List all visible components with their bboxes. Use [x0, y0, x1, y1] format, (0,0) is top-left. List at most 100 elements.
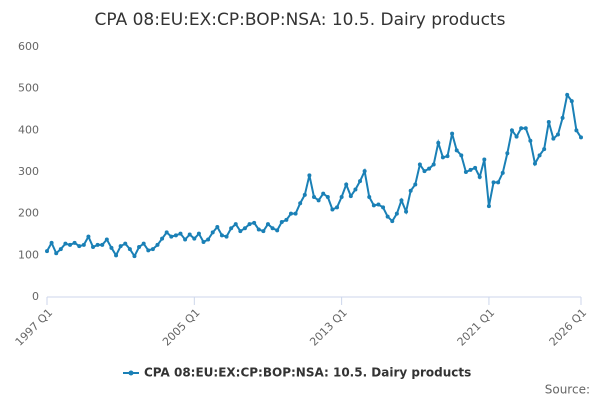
point	[413, 182, 418, 187]
point	[496, 180, 501, 185]
point	[81, 242, 86, 247]
point	[187, 232, 192, 237]
point	[118, 244, 123, 249]
point	[491, 180, 496, 185]
y-tick-label: 100	[18, 248, 39, 261]
point	[224, 234, 229, 239]
point	[381, 205, 386, 210]
point	[123, 241, 128, 246]
point	[45, 249, 49, 254]
point	[325, 195, 330, 199]
point	[72, 240, 77, 245]
y-tick-label: 300	[18, 165, 39, 178]
x-tick-label: 2013 Q1	[307, 306, 350, 349]
point	[371, 203, 376, 208]
point	[132, 254, 137, 259]
point	[160, 236, 165, 241]
y-tick-label: 500	[18, 82, 39, 95]
point	[288, 211, 293, 216]
y-tick-label: 200	[18, 207, 39, 220]
point	[542, 147, 547, 152]
point	[473, 165, 478, 170]
point	[279, 220, 284, 224]
point	[173, 233, 178, 238]
point	[404, 209, 409, 214]
point	[555, 132, 560, 137]
point	[330, 207, 335, 212]
point	[445, 154, 450, 159]
point	[477, 175, 482, 179]
point	[169, 234, 174, 239]
point	[385, 214, 390, 219]
point	[353, 187, 358, 192]
point	[509, 128, 514, 133]
point	[358, 179, 363, 184]
point	[127, 247, 132, 252]
point	[114, 253, 119, 258]
point	[196, 231, 201, 236]
point	[574, 128, 579, 133]
point	[150, 247, 155, 252]
point	[219, 233, 224, 238]
point	[431, 162, 436, 167]
point	[242, 226, 247, 231]
point	[528, 138, 533, 143]
point	[399, 198, 404, 203]
point	[178, 231, 183, 236]
point	[523, 126, 528, 131]
point	[49, 240, 54, 245]
x-tick-label: 2021 Q1	[455, 306, 498, 349]
point	[390, 219, 395, 224]
point	[206, 237, 211, 242]
point	[77, 244, 82, 249]
point	[316, 198, 321, 203]
point	[450, 131, 455, 136]
point	[468, 167, 473, 172]
point	[270, 226, 275, 231]
point	[344, 182, 349, 187]
point	[335, 205, 340, 210]
point	[367, 195, 372, 199]
point	[500, 170, 505, 175]
point	[298, 201, 303, 206]
point	[579, 135, 583, 140]
point	[284, 217, 289, 222]
point	[427, 166, 432, 171]
legend-label: CPA 08:EU:EX:CP:BOP:NSA: 10.5. Dairy pro…	[144, 366, 471, 380]
point	[275, 228, 280, 233]
point	[192, 236, 197, 241]
x-tick-label: 2026 Q1	[547, 306, 590, 349]
source: Source:	[545, 383, 590, 397]
point	[307, 173, 312, 178]
point	[95, 242, 100, 247]
point	[537, 153, 542, 158]
y-tick-label: 600	[18, 40, 39, 53]
point	[436, 140, 441, 145]
point	[408, 188, 413, 193]
point	[229, 226, 234, 231]
point	[146, 248, 151, 253]
point	[261, 229, 266, 234]
point	[569, 99, 574, 104]
point	[141, 241, 146, 246]
chart-title: CPA 08:EU:EX:CP:BOP:NSA: 10.5. Dairy pro…	[95, 10, 506, 30]
point	[546, 120, 551, 124]
point	[86, 234, 91, 239]
point	[201, 240, 206, 244]
x-tick-label: 1997 Q1	[13, 306, 56, 349]
point	[104, 237, 109, 242]
point	[58, 247, 63, 252]
point	[247, 222, 252, 227]
point	[100, 242, 105, 247]
point	[164, 230, 169, 235]
line	[46, 92, 582, 259]
point	[560, 115, 565, 120]
point	[394, 211, 399, 216]
point	[463, 170, 468, 174]
y-tick-label: 0	[32, 290, 39, 303]
point	[91, 245, 96, 249]
x-tick-label: 2005 Q1	[160, 306, 203, 349]
point	[293, 211, 298, 216]
point	[155, 242, 160, 247]
